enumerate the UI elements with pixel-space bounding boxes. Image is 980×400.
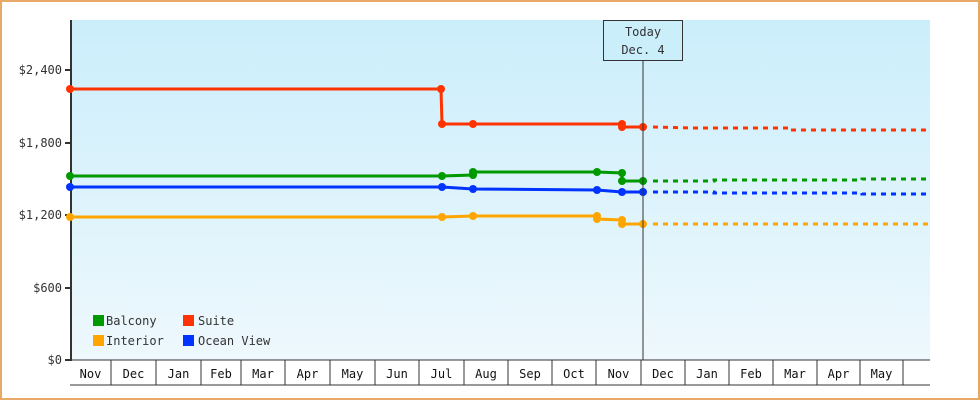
x-tick-label: Jun bbox=[386, 367, 408, 381]
x-tick-label: Feb bbox=[210, 367, 232, 381]
series-ocean-view-forecast bbox=[653, 190, 930, 196]
today-annotation: Today Dec. 4 bbox=[603, 20, 683, 61]
legend-swatch bbox=[183, 335, 194, 346]
legend-label: Ocean View bbox=[198, 334, 271, 348]
series-balcony-forecast bbox=[653, 177, 930, 183]
data-point-markers bbox=[66, 85, 647, 228]
y-tick-label: $1,200 bbox=[19, 208, 62, 222]
x-tick-label: Jul bbox=[431, 367, 453, 381]
x-tick-label: Sep bbox=[519, 367, 541, 381]
today-label: Today bbox=[625, 25, 661, 39]
x-tick-label: Jan bbox=[168, 367, 190, 381]
legend-label: Suite bbox=[198, 314, 234, 328]
x-tick-label: May bbox=[871, 367, 893, 381]
legend-item-suite[interactable]: Suite bbox=[183, 314, 234, 328]
x-tick-label: Dec bbox=[652, 367, 674, 381]
x-tick-label: Oct bbox=[563, 367, 585, 381]
legend-swatch bbox=[93, 315, 104, 326]
x-tick-label: Apr bbox=[828, 367, 850, 381]
x-tick-label: Nov bbox=[608, 367, 630, 381]
legend-item-ocean-view[interactable]: Ocean View bbox=[183, 334, 271, 348]
x-axis-months: Nov Dec Jan Feb Mar Apr May Jun Jul Aug Sep Oct Nov D… bbox=[80, 360, 904, 385]
y-tick-label: $2,400 bbox=[19, 63, 62, 77]
x-tick-label: Aug bbox=[475, 367, 497, 381]
y-axis-ticks: $2,400 $1,800 $1,200 $600 $0 bbox=[19, 63, 71, 367]
chart-legend: Balcony Suite Interior Ocean View bbox=[93, 314, 271, 348]
x-tick-label: Jan bbox=[696, 367, 718, 381]
legend-label: Balcony bbox=[106, 314, 157, 328]
y-tick-label: $600 bbox=[33, 281, 62, 295]
today-date: Dec. 4 bbox=[621, 43, 664, 57]
x-tick-label: May bbox=[342, 367, 364, 381]
legend-item-interior[interactable]: Interior bbox=[93, 334, 164, 348]
x-tick-label: Dec bbox=[123, 367, 145, 381]
x-tick-label: Apr bbox=[297, 367, 319, 381]
legend-label: Interior bbox=[106, 334, 164, 348]
x-tick-label: Nov bbox=[80, 367, 102, 381]
x-tick-label: Feb bbox=[740, 367, 762, 381]
legend-swatch bbox=[183, 315, 194, 326]
legend-item-balcony[interactable]: Balcony bbox=[93, 314, 157, 328]
y-tick-label: $0 bbox=[48, 353, 62, 367]
x-tick-label: Mar bbox=[784, 367, 806, 381]
x-tick-label: Mar bbox=[252, 367, 274, 381]
y-tick-label: $1,800 bbox=[19, 136, 62, 150]
legend-swatch bbox=[93, 335, 104, 346]
